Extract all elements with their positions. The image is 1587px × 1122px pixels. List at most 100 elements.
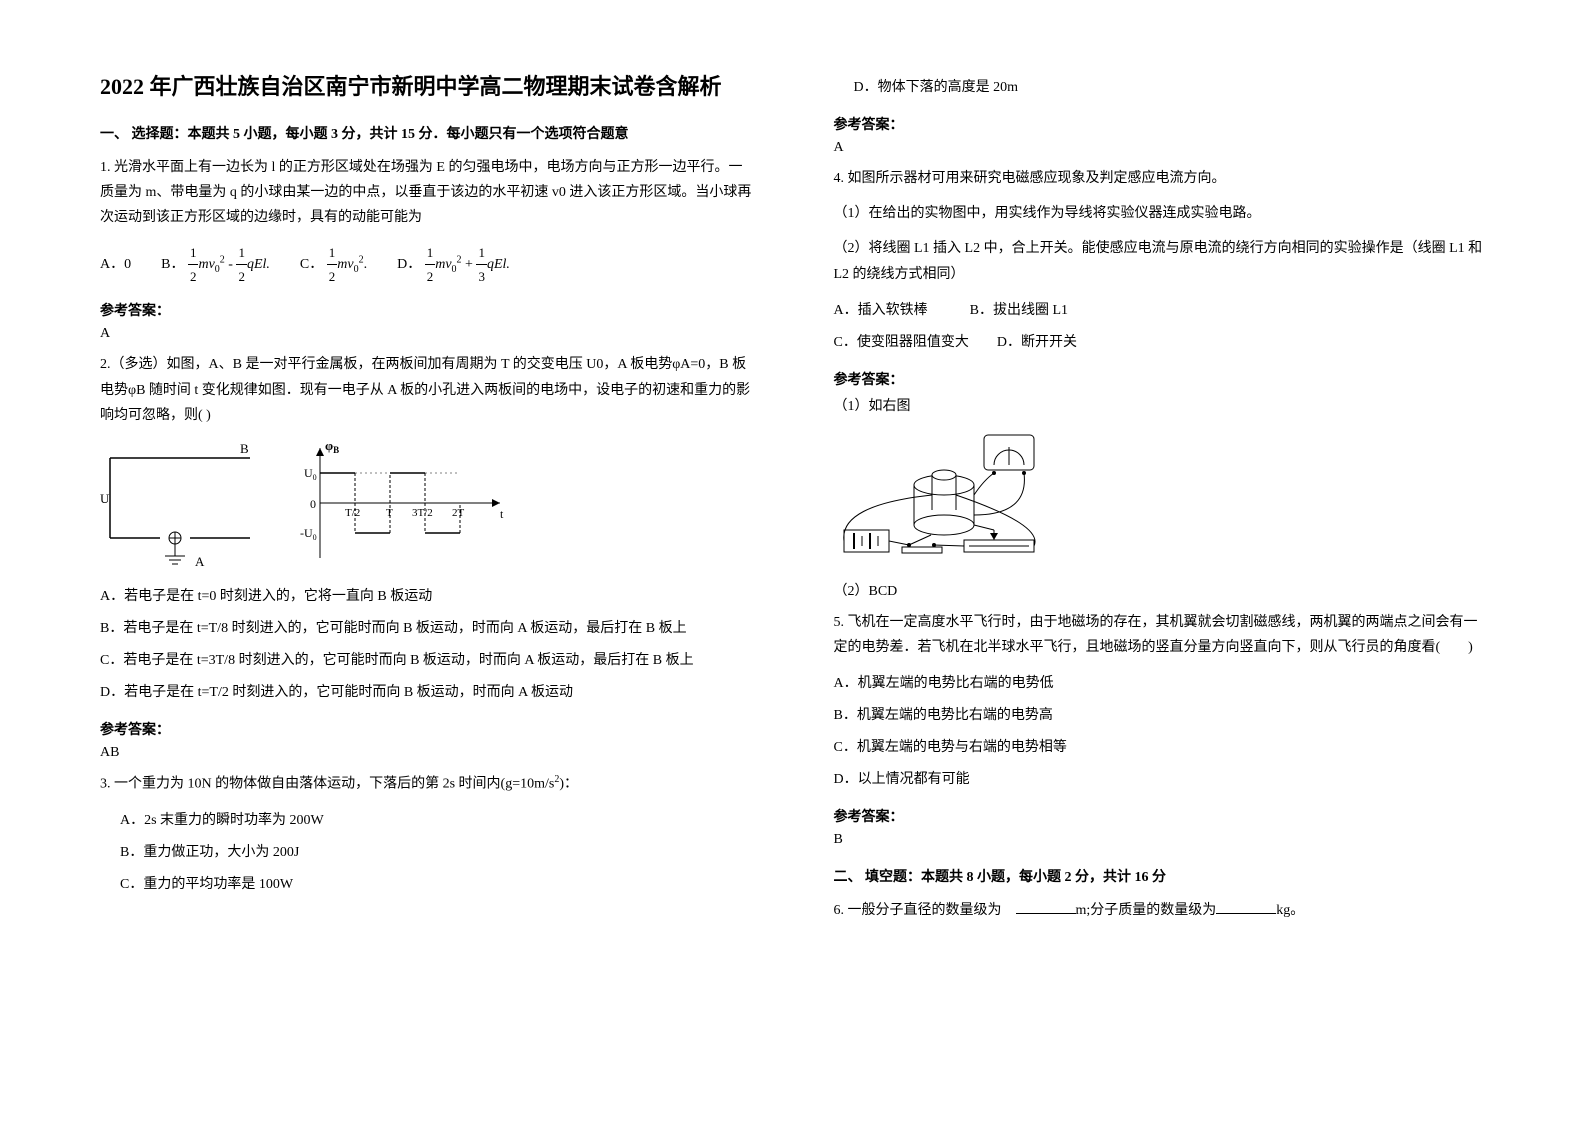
q1-opt-c-prefix: C． xyxy=(300,257,323,272)
den: 2 xyxy=(188,265,199,288)
sup: 2 xyxy=(359,254,364,265)
q6-prefix: 6. 一般分子直径的数量级为 xyxy=(834,903,1016,918)
num: 1 xyxy=(327,241,338,265)
q1-answer-label: 参考答案： xyxy=(100,300,754,320)
q3-opt-d: D．物体下落的高度是 20m xyxy=(834,74,1488,102)
right-column: D．物体下落的高度是 20m 参考答案： A 4. 如图所示器材可用来研究电磁感… xyxy=(834,70,1488,933)
page-title: 2022 年广西壮族自治区南宁市新明中学高二物理期末试卷含解析 xyxy=(100,70,754,103)
svg-text:φB: φB xyxy=(325,438,339,455)
mv: mv xyxy=(337,257,353,272)
left-column: 2022 年广西壮族自治区南宁市新明中学高二物理期末试卷含解析 一、 选择题：本… xyxy=(100,70,754,933)
q5-answer: B xyxy=(834,832,1488,848)
fraction: 12 xyxy=(188,241,199,289)
q1-opt-d-prefix: D． xyxy=(397,257,421,272)
negU0-sub: 0 xyxy=(313,533,317,542)
minus: - xyxy=(225,257,237,272)
fraction: 12 xyxy=(236,241,247,289)
label-U: U xyxy=(100,491,110,506)
num: 1 xyxy=(188,241,199,265)
plus: + xyxy=(462,257,477,272)
q4-ans2: （2）BCD xyxy=(834,580,1488,600)
q2-opt-c: C．若电子是在 t=3T/8 时刻进入的，它可能时而向 B 板运动，时而向 A … xyxy=(100,647,754,675)
sub: 0 xyxy=(354,263,359,274)
q1-opt-a: A．0 xyxy=(100,252,131,277)
zero: 0 xyxy=(310,497,316,511)
q5-opt-a: A．机翼左端的电势比右端的电势低 xyxy=(834,670,1488,698)
q3-suffix: )： xyxy=(559,777,578,792)
negU0: -U xyxy=(300,526,313,540)
q4-opt-c: C．使变阻器阻值变大 xyxy=(834,335,969,350)
U0: U xyxy=(304,466,313,480)
section-1-title: 一、 选择题：本题共 5 小题，每小题 3 分，共计 15 分．每小题只有一个选… xyxy=(100,123,754,143)
phiB-sub: B xyxy=(333,445,339,455)
den: 2 xyxy=(236,265,247,288)
sub: 0 xyxy=(215,263,220,274)
question-3: 3. 一个重力为 10N 的物体做自由落体运动，下落后的第 2s 时间内(g=1… xyxy=(100,771,754,797)
label-A: A xyxy=(195,554,205,568)
den: 2 xyxy=(327,265,338,288)
q5-answer-label: 参考答案： xyxy=(834,806,1488,826)
mv: mv xyxy=(435,257,451,272)
q4-opts-cd: C．使变阻器阻值变大 D．断开开关 xyxy=(834,329,1488,357)
q3-opt-c: C．重力的平均功率是 100W xyxy=(100,871,754,899)
question-4: 4. 如图所示器材可用来研究电磁感应现象及判定感应电流方向。 xyxy=(834,166,1488,191)
q4-answer-label: 参考答案： xyxy=(834,369,1488,389)
section-2-title: 二、 填空题：本题共 8 小题，每小题 2 分，共计 16 分 xyxy=(834,866,1488,886)
question-5: 5. 飞机在一定高度水平飞行时，由于地磁场的存在，其机翼就会切割磁感线，两机翼的… xyxy=(834,610,1488,660)
num: 1 xyxy=(476,241,487,265)
q1-opt-d: D． 12mv02 + 13qEl. xyxy=(397,241,510,289)
phiB: φ xyxy=(325,438,333,453)
num: 1 xyxy=(425,241,436,265)
q1-options: A．0 B． 12mv02 - 12qEl. C． 12mv02. D． 12m… xyxy=(100,241,754,289)
q2-answer: AB xyxy=(100,745,754,761)
circuit-and-waveform-svg: B U A xyxy=(100,438,520,568)
q1-answer: A xyxy=(100,326,754,342)
qel: qEl. xyxy=(247,257,270,272)
q2-answer-label: 参考答案： xyxy=(100,719,754,739)
T2: T/2 xyxy=(345,507,360,519)
q4-sub2: （2）将线圈 L1 插入 L2 中，合上开关。能使感应电流与原电流的绕行方向相同… xyxy=(834,236,1488,286)
q2-opt-d: D．若电子是在 t=T/2 时刻进入的，它可能时而向 B 板运动，时而向 A 板… xyxy=(100,679,754,707)
q2-diagram: B U A xyxy=(100,438,754,573)
q3-opt-b: B．重力做正功，大小为 200J xyxy=(100,839,754,867)
q4-opt-b: B．拔出线圈 L1 xyxy=(970,303,1068,318)
sub: 0 xyxy=(452,263,457,274)
fraction: 12 xyxy=(425,241,436,289)
q3-prefix: 3. 一个重力为 10N 的物体做自由落体运动，下落后的第 2s 时间内(g=1… xyxy=(100,777,554,792)
2T: 2T xyxy=(452,507,465,519)
q6-mid: m;分子质量的数量级为 xyxy=(1076,903,1217,918)
q4-sub1: （1）在给出的实物图中，用实线作为导线将实验仪器连成实验电路。 xyxy=(834,201,1488,226)
den: 3 xyxy=(476,265,487,288)
fraction: 13 xyxy=(476,241,487,289)
q3-opt-a: A．2s 末重力的瞬时功率为 200W xyxy=(100,807,754,835)
t: t xyxy=(500,507,504,521)
q3-answer: A xyxy=(834,140,1488,156)
question-2: 2.（多选）如图，A、B 是一对平行金属板，在两板间加有周期为 T 的交变电压 … xyxy=(100,352,754,428)
q5-opt-c: C．机翼左端的电势与右端的电势相等 xyxy=(834,734,1488,762)
q1-opt-c: C． 12mv02. xyxy=(300,241,367,289)
q1-opt-b-prefix: B． xyxy=(161,257,184,272)
svg-text:-U0: -U0 xyxy=(300,526,317,542)
q5-opt-b: B．机翼左端的电势比右端的电势高 xyxy=(834,702,1488,730)
blank-1[interactable] xyxy=(1016,899,1076,914)
T: T xyxy=(386,507,393,519)
q2-opt-a: A．若电子是在 t=0 时刻进入的，它将一直向 B 板运动 xyxy=(100,583,754,611)
qel: qEl. xyxy=(487,257,510,272)
q1-opt-b: B． 12mv02 - 12qEl. xyxy=(161,241,270,289)
q5-opt-d: D．以上情况都有可能 xyxy=(834,766,1488,794)
q6-suffix: kg。 xyxy=(1276,903,1304,918)
label-B: B xyxy=(240,441,249,456)
q4-circuit-diagram xyxy=(834,425,1488,570)
q4-opt-a: A．插入软铁棒 xyxy=(834,303,928,318)
den: 2 xyxy=(425,265,436,288)
question-6: 6. 一般分子直径的数量级为 m;分子质量的数量级为 kg。 xyxy=(834,898,1488,923)
experiment-circuit-svg xyxy=(834,425,1064,565)
q4-ans1: （1）如右图 xyxy=(834,395,1488,415)
mv: mv xyxy=(198,257,214,272)
question-1: 1. 光滑水平面上有一边长为 l 的正方形区域处在场强为 E 的匀强电场中，电场… xyxy=(100,155,754,231)
q4-opt-d: D．断开开关 xyxy=(997,335,1077,350)
svg-text:U0: U0 xyxy=(304,466,317,482)
3T2: 3T/2 xyxy=(412,507,433,519)
blank-2[interactable] xyxy=(1216,899,1276,914)
U0-sub: 0 xyxy=(313,473,317,482)
